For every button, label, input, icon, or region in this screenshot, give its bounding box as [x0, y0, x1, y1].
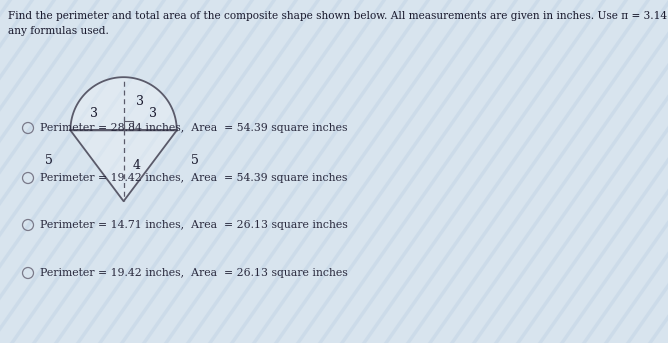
- Text: Find the perimeter and total area of the composite shape shown below. All measur: Find the perimeter and total area of the…: [8, 11, 668, 21]
- Text: 3: 3: [149, 107, 157, 120]
- Text: Perimeter = 19.42 inches,  Area  = 54.39 square inches: Perimeter = 19.42 inches, Area = 54.39 s…: [40, 173, 347, 183]
- Text: 5: 5: [190, 154, 198, 167]
- Text: 3: 3: [90, 107, 98, 120]
- Text: 4: 4: [132, 159, 140, 172]
- Polygon shape: [70, 77, 177, 201]
- Text: any formulas used.: any formulas used.: [8, 26, 109, 36]
- Text: Perimeter = 14.71 inches,  Area  = 26.13 square inches: Perimeter = 14.71 inches, Area = 26.13 s…: [40, 220, 348, 230]
- Text: Perimeter = 28.84 inches,  Area  = 54.39 square inches: Perimeter = 28.84 inches, Area = 54.39 s…: [40, 123, 347, 133]
- Text: Perimeter = 19.42 inches,  Area  = 26.13 square inches: Perimeter = 19.42 inches, Area = 26.13 s…: [40, 268, 348, 278]
- Text: 3: 3: [136, 95, 144, 108]
- Text: 5: 5: [45, 154, 53, 167]
